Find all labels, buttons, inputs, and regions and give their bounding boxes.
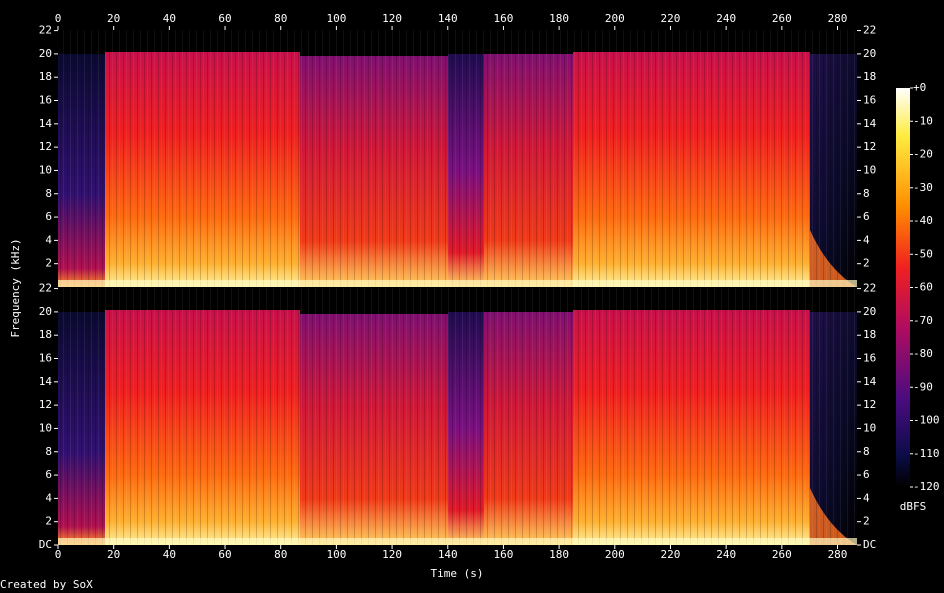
y-tick-label: 2 [45, 257, 52, 270]
y-tick-label: 8 [45, 445, 52, 458]
x-tick-label: 260 [772, 12, 792, 25]
y-tick-label: DC [863, 538, 876, 551]
spectrogram-right [58, 288, 857, 545]
x-tick-label: 220 [661, 548, 681, 561]
x-tick-label: 60 [218, 12, 231, 25]
y-tick-label: 12 [39, 398, 52, 411]
y-tick-label: 4 [863, 491, 870, 504]
y-tick-label: 2 [863, 515, 870, 528]
y-tick-label: 6 [863, 210, 870, 223]
colorbar-tick-label: +0 [913, 81, 926, 94]
x-tick-label: 20 [107, 12, 120, 25]
x-tick-label: 100 [326, 548, 346, 561]
x-tick-label: 160 [493, 12, 513, 25]
y-tick-label: 22 [39, 282, 52, 295]
spectrogram-left [58, 30, 857, 287]
x-tick-label: 160 [493, 548, 513, 561]
y-tick-label: 8 [863, 445, 870, 458]
y-tick-label: 14 [39, 117, 53, 130]
x-axis-label: Time (s) [431, 567, 484, 580]
y-tick-label: 10 [39, 163, 52, 176]
x-tick-label: 180 [549, 12, 569, 25]
y-tick-label: 20 [863, 47, 876, 60]
x-tick-label: 240 [716, 548, 736, 561]
colorbar-tick-label: -90 [913, 380, 933, 393]
colorbar-tick-label: -100 [913, 414, 940, 427]
y-tick-label: 2 [863, 257, 870, 270]
y-tick-label: 12 [863, 398, 876, 411]
y-tick-label: 20 [39, 47, 52, 60]
x-tick-label: 0 [55, 548, 62, 561]
x-tick-label: 80 [274, 548, 287, 561]
y-tick-label: 16 [39, 94, 52, 107]
x-tick-label: 140 [438, 12, 458, 25]
x-tick-label: 60 [218, 548, 231, 561]
colorbar-label: dBFS [900, 500, 927, 513]
y-tick-label: 10 [39, 421, 52, 434]
y-tick-label: 22 [39, 24, 52, 37]
x-tick-label: 220 [661, 12, 681, 25]
y-tick-label: 20 [863, 305, 876, 318]
colorbar-tick-label: -70 [913, 314, 933, 327]
y-tick-label: 22 [863, 282, 876, 295]
colorbar-tick-label: -30 [913, 181, 933, 194]
y-tick-label: DC [39, 538, 52, 551]
colorbar-tick-label: -120 [913, 480, 940, 493]
colorbar-tick-label: -50 [913, 247, 933, 260]
x-tick-label: 240 [716, 12, 736, 25]
y-tick-label: 16 [863, 94, 876, 107]
colorbar-tick-label: -10 [913, 114, 933, 127]
colorbar-tick-label: -80 [913, 347, 933, 360]
credit: Created by SoX [0, 578, 93, 591]
x-tick-label: 0 [55, 12, 62, 25]
x-tick-label: 120 [382, 548, 402, 561]
y-tick-label: 14 [39, 375, 53, 388]
x-tick-label: 140 [438, 548, 458, 561]
x-tick-label: 80 [274, 12, 287, 25]
y-tick-label: 22 [863, 24, 876, 37]
colorbar-tick-label: -20 [913, 148, 933, 161]
y-tick-label: 8 [45, 187, 52, 200]
colorbar-tick-label: -110 [913, 447, 940, 460]
y-tick-label: 12 [863, 140, 876, 153]
y-tick-label: 4 [45, 233, 52, 246]
x-tick-label: 100 [326, 12, 346, 25]
y-tick-label: 20 [39, 305, 52, 318]
y-tick-label: 6 [45, 468, 52, 481]
y-tick-label: 12 [39, 140, 52, 153]
y-tick-label: 14 [863, 375, 877, 388]
y-tick-label: 2 [45, 515, 52, 528]
x-tick-label: 40 [163, 548, 176, 561]
y-tick-label: 10 [863, 421, 876, 434]
x-tick-label: 280 [828, 12, 848, 25]
y-tick-label: 4 [45, 491, 52, 504]
x-tick-label: 200 [605, 548, 625, 561]
colorbar-tick-label: -60 [913, 281, 933, 294]
y-tick-label: 6 [45, 210, 52, 223]
y-tick-label: 18 [863, 328, 876, 341]
y-tick-label: 14 [863, 117, 877, 130]
y-tick-label: 18 [39, 70, 52, 83]
colorbar [896, 88, 910, 487]
x-tick-label: 200 [605, 12, 625, 25]
colorbar-tick-label: -40 [913, 214, 933, 227]
y-axis-label: Frequency (kHz) [9, 238, 22, 337]
y-tick-label: 18 [863, 70, 876, 83]
x-tick-label: 280 [828, 548, 848, 561]
x-tick-label: 40 [163, 12, 176, 25]
x-tick-label: 20 [107, 548, 120, 561]
x-tick-label: 260 [772, 548, 792, 561]
y-tick-label: 16 [863, 352, 876, 365]
y-tick-label: 18 [39, 328, 52, 341]
y-tick-label: 16 [39, 352, 52, 365]
y-tick-label: 6 [863, 468, 870, 481]
x-tick-label: 120 [382, 12, 402, 25]
x-tick-label: 180 [549, 548, 569, 561]
y-tick-label: 8 [863, 187, 870, 200]
y-tick-label: 10 [863, 163, 876, 176]
y-tick-label: 4 [863, 233, 870, 246]
